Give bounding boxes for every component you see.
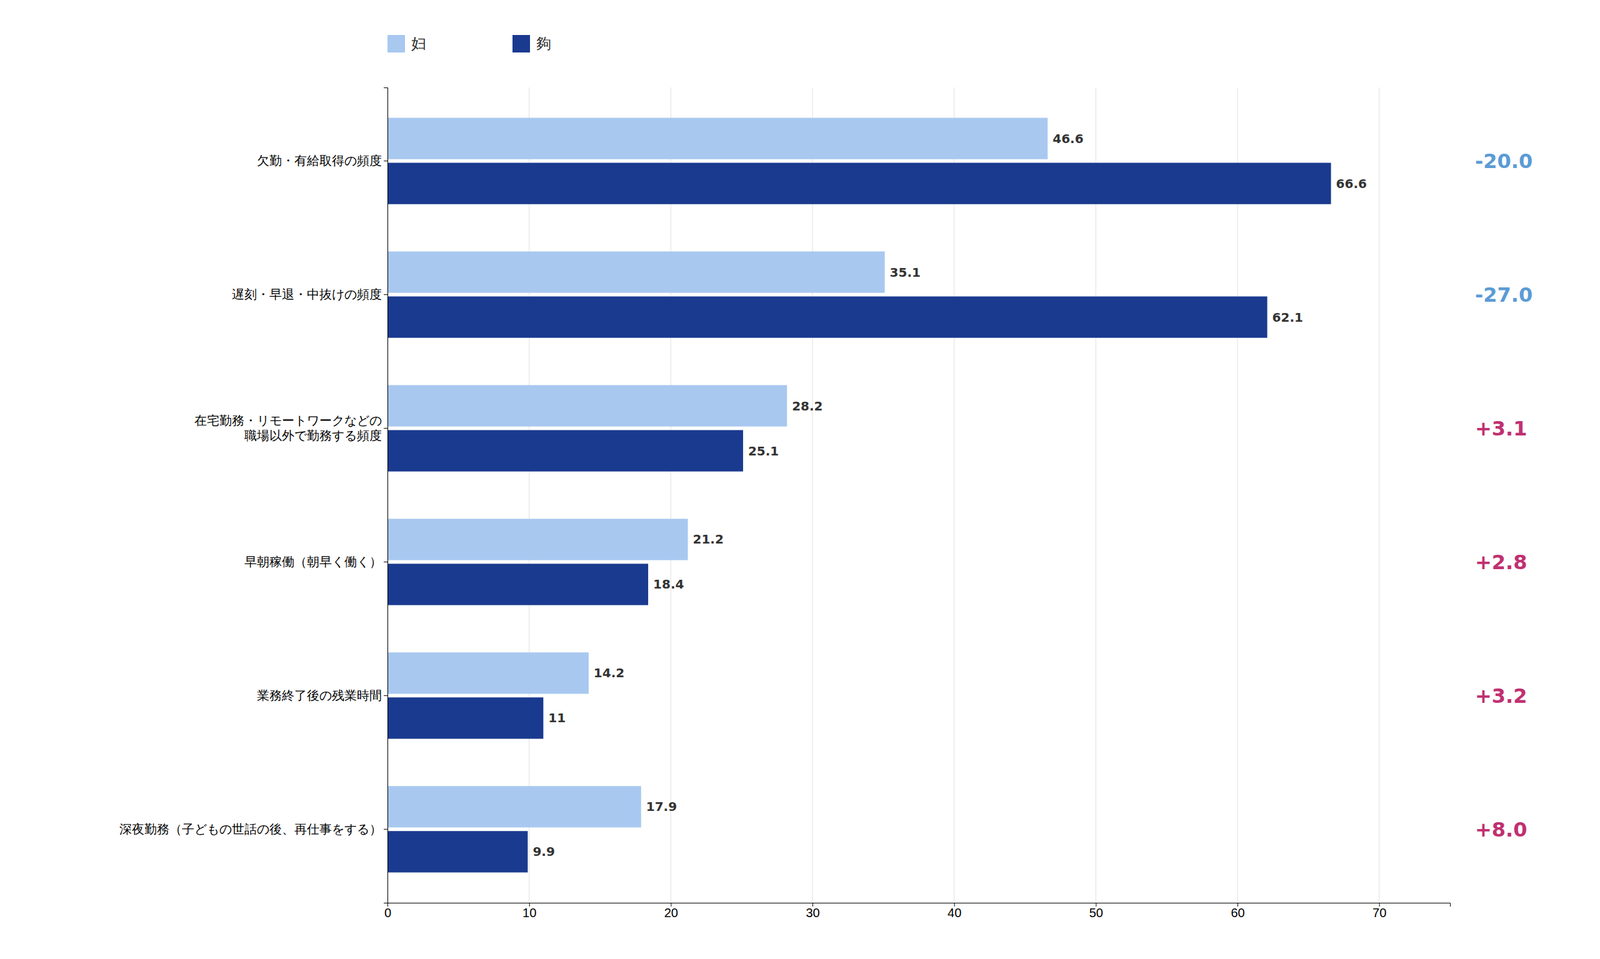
x-axis: 0 10 20 30 40 50 60 70 xyxy=(384,903,1451,920)
bar xyxy=(387,652,589,694)
x-tick: 10 xyxy=(522,903,537,920)
data-label: 18.4 xyxy=(653,576,684,592)
y-tick-label-line: 深夜勤務（子どもの世話の後、再仕事をする） xyxy=(119,822,382,837)
y-tick-mark xyxy=(383,294,388,295)
x-axis-line xyxy=(388,903,1451,908)
y-tick: 遅刻・早退・中抜けの頻度 xyxy=(231,287,388,302)
legend-swatch xyxy=(387,35,405,53)
data-label: 9.9 xyxy=(532,844,555,860)
x-tick-label: 50 xyxy=(1089,906,1104,920)
bar xyxy=(387,118,1048,160)
data-label: 21.2 xyxy=(693,531,724,547)
data-label: 11 xyxy=(548,710,566,726)
annotation: -27.0 xyxy=(1475,283,1533,307)
y-tick: 深夜勤務（子どもの世話の後、再仕事をする） xyxy=(119,822,388,837)
x-tick-label: 40 xyxy=(947,906,962,920)
grid-line xyxy=(670,87,672,904)
y-axis-line xyxy=(383,88,389,904)
data-label: 46.6 xyxy=(1052,131,1084,147)
plot: 46.6 35.1 28.2 21.2 14.2 17.9 66.6 62.1 25.1 18.4… xyxy=(119,87,1533,920)
y-tick-mark xyxy=(383,695,388,697)
y-tick-label-line: 職場以外で勤務する頻度 xyxy=(244,428,382,443)
y-axis: 欠勤・有給取得の頻度遅刻・早退・中抜けの頻度在宅勤務・リモートワークなどの職場以… xyxy=(119,88,389,904)
x-tick: 0 xyxy=(384,903,392,920)
x-tick: 70 xyxy=(1372,903,1387,920)
x-tick: 20 xyxy=(664,903,679,920)
data-label: 17.9 xyxy=(646,799,677,815)
y-tick-label: 遅刻・早退・中抜けの頻度 xyxy=(231,287,382,302)
y-tick-mark xyxy=(383,561,388,563)
bar xyxy=(387,251,885,293)
y-tick-label: 業務終了後の残業時間 xyxy=(256,688,382,703)
bar xyxy=(387,563,649,605)
data-label: 14.2 xyxy=(593,665,625,681)
x-tick: 40 xyxy=(947,903,962,920)
y-tick: 早朝稼働（朝早く働く） xyxy=(244,555,388,569)
grid-line xyxy=(1095,87,1097,904)
annotation: +3.1 xyxy=(1475,416,1528,441)
x-tick: 50 xyxy=(1089,903,1104,920)
data-label: 66.6 xyxy=(1336,176,1367,192)
bar xyxy=(387,786,642,828)
y-tick-label-line: 遅刻・早退・中抜けの頻度 xyxy=(231,287,382,302)
legend: 妇夠 xyxy=(387,35,552,53)
y-tick-mark xyxy=(383,428,388,429)
x-tick: 60 xyxy=(1230,903,1245,920)
legend-item: 妇 xyxy=(387,35,427,53)
y-tick-mark xyxy=(383,829,388,830)
x-tick-label: 70 xyxy=(1372,906,1387,920)
bar xyxy=(387,430,744,472)
x-tick-label: 10 xyxy=(522,906,537,920)
data-labels: 46.6 35.1 28.2 21.2 14.2 17.9 66.6 62.1 25.1 18.4… xyxy=(532,131,1367,860)
annotation: -20.0 xyxy=(1475,149,1533,174)
x-tick-label: 0 xyxy=(384,906,392,920)
bar xyxy=(387,163,1332,205)
x-tick-label: 20 xyxy=(664,906,679,920)
data-label: 28.2 xyxy=(791,398,823,414)
y-tick-label-line: 在宅勤務・リモートワークなどの xyxy=(194,413,382,428)
bar xyxy=(387,831,528,873)
x-tick-label: 30 xyxy=(805,906,820,920)
bar xyxy=(387,697,544,739)
grid-line xyxy=(953,87,955,904)
bar xyxy=(387,385,787,427)
legend-label: 妇 xyxy=(411,35,427,53)
y-tick: 在宅勤務・リモートワークなどの職場以外で勤務する頻度 xyxy=(194,413,388,443)
y-tick-label-line: 業務終了後の残業時間 xyxy=(256,688,382,703)
y-tick-label-line: 早朝稼働（朝早く働く） xyxy=(244,555,382,569)
y-tick-label: 欠勤・有給取得の頻度 xyxy=(256,153,382,168)
legend-label: 夠 xyxy=(536,35,552,53)
annotation: +3.2 xyxy=(1475,684,1528,709)
data-label: 25.1 xyxy=(748,443,779,459)
chart: 46.6 35.1 28.2 21.2 14.2 17.9 66.6 62.1 25.1 18.4… xyxy=(0,0,1600,959)
grid xyxy=(387,87,1380,904)
grid-line xyxy=(528,87,530,904)
data-label: 62.1 xyxy=(1272,310,1304,325)
y-tick-label: 早朝稼働（朝早く働く） xyxy=(244,555,382,569)
y-tick-mark xyxy=(383,160,388,162)
y-tick: 欠勤・有給取得の頻度 xyxy=(256,153,388,168)
data-label: 35.1 xyxy=(890,265,921,280)
x-tick-label: 60 xyxy=(1230,906,1245,920)
legend-item: 夠 xyxy=(512,35,552,53)
legend-swatch xyxy=(512,35,530,53)
annotation: +8.0 xyxy=(1475,818,1528,842)
grid-line xyxy=(1378,87,1380,904)
annotations: -20.0 -27.0 +3.1 +2.8 +3.2 +8.0 xyxy=(1475,149,1533,842)
grid-line xyxy=(1237,87,1239,904)
bar xyxy=(387,296,1268,338)
y-tick: 業務終了後の残業時間 xyxy=(256,688,388,703)
grid-line xyxy=(812,87,814,904)
y-tick-label-line: 欠勤・有給取得の頻度 xyxy=(256,153,382,168)
annotation: +2.8 xyxy=(1475,550,1528,575)
bar xyxy=(387,518,689,560)
x-tick: 30 xyxy=(805,903,820,920)
y-tick-label: 深夜勤務（子どもの世話の後、再仕事をする） xyxy=(119,822,382,837)
bars xyxy=(387,118,1332,874)
y-tick-label: 在宅勤務・リモートワークなどの職場以外で勤務する頻度 xyxy=(194,413,382,443)
